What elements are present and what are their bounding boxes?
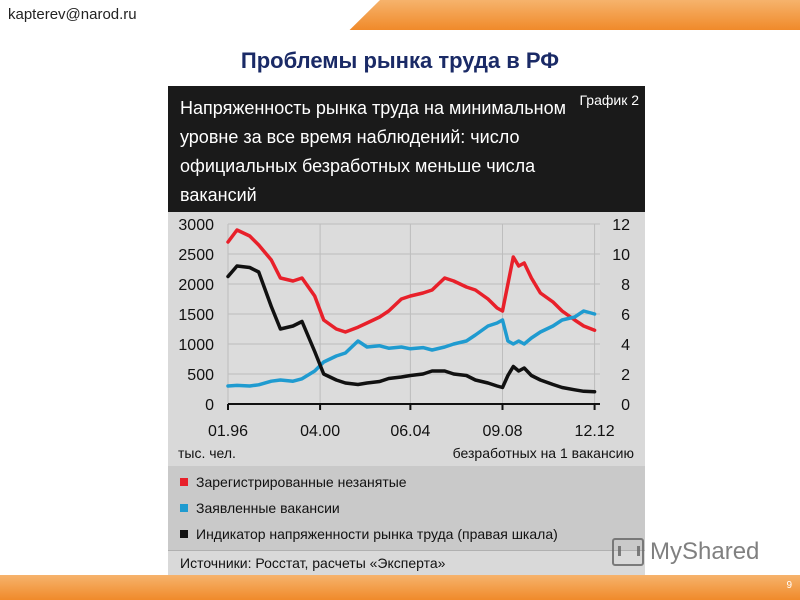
left-tick-label: 1000 xyxy=(178,337,214,354)
grid xyxy=(227,223,600,405)
chart-header: Напряженность рынка труда на минимальном… xyxy=(168,86,645,212)
legend-label-indicator: Индикатор напряженности рынка труда (пра… xyxy=(196,526,558,542)
x-tick-label: 06.04 xyxy=(390,423,430,440)
legend-item-unemployed: Зарегистрированные незанятые xyxy=(180,474,407,490)
left-tick-label: 2000 xyxy=(178,277,214,294)
x-tick-label: 12.12 xyxy=(575,423,615,440)
watermark-text: MyShared xyxy=(650,538,760,565)
chart-headline: Напряженность рынка труда на минимальном… xyxy=(180,98,566,205)
legend-swatch-blue xyxy=(180,504,188,512)
source-text: Источники: Росстат, расчеты «Эксперта» xyxy=(180,555,446,571)
top-band-white-area xyxy=(0,0,380,30)
right-tick-label: 6 xyxy=(621,307,630,324)
legend-label-unemployed: Зарегистрированные незанятые xyxy=(196,474,407,490)
left-axis-ticks: 0 500 1000 1500 2000 2500 3000 xyxy=(178,217,214,414)
left-tick-label: 500 xyxy=(187,367,214,384)
x-tick-label: 01.96 xyxy=(208,423,248,440)
right-tick-label: 2 xyxy=(621,367,630,384)
watermark-logo-icon xyxy=(612,538,644,566)
legend-label-vacancies: Заявленные вакансии xyxy=(196,500,340,516)
legend-swatch-black xyxy=(180,530,188,538)
x-tick-label: 04.00 xyxy=(300,423,340,440)
chart-legend: Зарегистрированные незанятые Заявленные … xyxy=(168,466,645,550)
left-tick-label: 2500 xyxy=(178,247,214,264)
line-tension-indicator xyxy=(226,264,597,394)
right-tick-label: 10 xyxy=(612,247,630,264)
x-axis-ticks: 01.96 04.00 06.04 09.08 12.12 xyxy=(208,403,615,440)
slide-title: Проблемы рынка труда в РФ xyxy=(240,48,560,73)
bottom-decor-band xyxy=(0,575,800,600)
line-declared-vacancies xyxy=(226,309,597,388)
left-tick-label: 1500 xyxy=(178,307,214,324)
legend-item-indicator: Индикатор напряженности рынка труда (пра… xyxy=(180,526,558,542)
right-tick-label: 8 xyxy=(621,277,630,294)
watermark: MyShared xyxy=(612,538,759,566)
left-tick-label: 0 xyxy=(205,397,214,414)
series-lines xyxy=(226,228,597,394)
legend-swatch-red xyxy=(180,478,188,486)
right-axis-ticks: 0 2 4 6 8 10 12 xyxy=(612,217,630,414)
left-axis-label: тыс. чел. xyxy=(178,445,236,461)
line-registered-unemployed xyxy=(226,228,597,334)
right-tick-label: 0 xyxy=(621,397,630,414)
left-tick-label: 3000 xyxy=(178,217,214,234)
author-email: kapterev@narod.ru xyxy=(8,6,137,23)
chart-plot: 0 500 1000 1500 2000 2500 3000 0 2 4 6 8 10 12 01.96… xyxy=(178,217,634,461)
page-number: 9 xyxy=(786,580,792,591)
x-tick-label: 09.08 xyxy=(482,423,522,440)
right-tick-label: 12 xyxy=(612,217,630,234)
chart-card: Напряженность рынка труда на минимальном… xyxy=(168,86,645,576)
right-axis-label: безработных на 1 вакансию xyxy=(453,445,634,461)
chart-badge: График 2 xyxy=(579,92,639,108)
source-bar: Источники: Росстат, расчеты «Эксперта» xyxy=(168,550,645,576)
legend-item-vacancies: Заявленные вакансии xyxy=(180,500,340,516)
right-tick-label: 4 xyxy=(621,337,630,354)
